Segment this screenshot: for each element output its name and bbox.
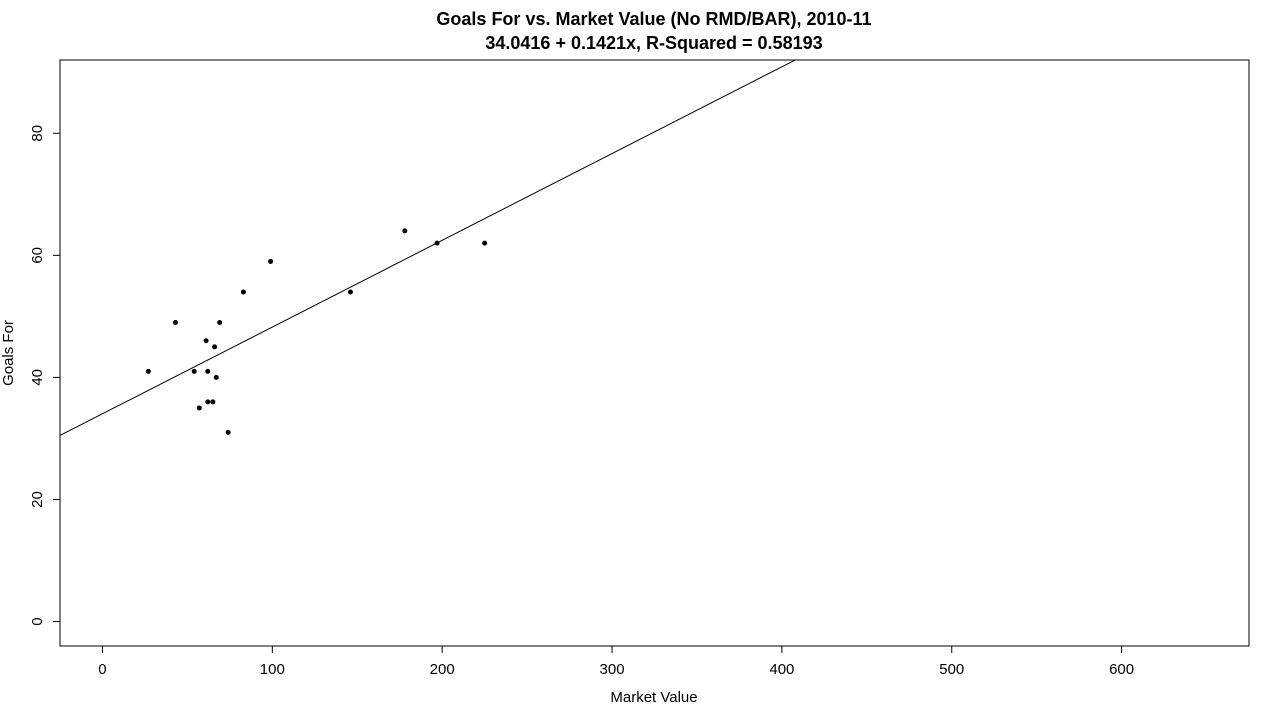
- data-point: [203, 338, 209, 344]
- x-tick-label: 500: [939, 661, 964, 678]
- y-axis: 0 20 40 60 80: [29, 125, 61, 626]
- data-point: [217, 319, 223, 325]
- regression-layer: [60, 60, 797, 436]
- x-tick-label: 300: [600, 661, 625, 678]
- x-tick-label: 100: [260, 661, 285, 678]
- points-layer: [145, 228, 488, 435]
- data-point: [240, 289, 246, 295]
- data-point: [213, 374, 219, 380]
- chart-title: Goals For vs. Market Value (No RMD/BAR),…: [436, 9, 871, 29]
- x-tick-label: 200: [430, 661, 455, 678]
- data-point: [205, 399, 211, 405]
- data-point: [482, 240, 488, 246]
- data-point: [205, 368, 211, 374]
- data-point: [212, 344, 218, 350]
- data-point: [347, 289, 353, 295]
- data-point: [434, 240, 440, 246]
- data-point: [173, 319, 179, 325]
- y-tick-label: 20: [29, 491, 46, 508]
- x-axis: 0 100 200 300 400 500 600: [98, 645, 1134, 678]
- regression-line: [60, 60, 797, 436]
- data-point: [196, 405, 202, 411]
- x-axis-label: Market Value: [610, 689, 697, 706]
- data-point: [145, 368, 151, 374]
- data-point: [191, 368, 197, 374]
- y-axis-label: Goals For: [0, 320, 17, 386]
- y-tick-label: 0: [29, 617, 46, 625]
- plot-frame: [59, 59, 1250, 647]
- x-tick-label: 600: [1109, 661, 1134, 678]
- data-point: [210, 399, 216, 405]
- data-point: [268, 258, 274, 264]
- y-tick-label: 40: [29, 369, 46, 386]
- x-tick-label: 0: [98, 661, 106, 678]
- y-tick-label: 80: [29, 125, 46, 142]
- data-point: [225, 429, 231, 435]
- x-tick-label: 400: [769, 661, 794, 678]
- y-tick-label: 60: [29, 247, 46, 264]
- data-point: [402, 228, 408, 234]
- chart-subtitle: 34.0416 + 0.1421x, R-Squared = 0.58193: [485, 33, 822, 53]
